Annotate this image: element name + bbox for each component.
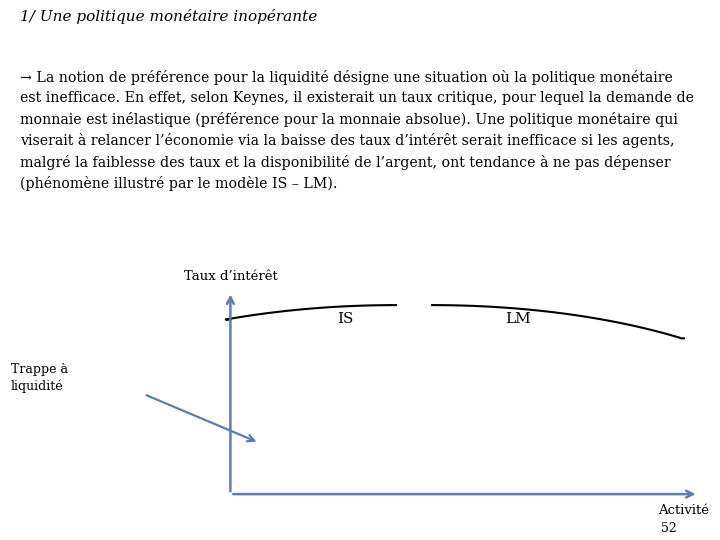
Text: Taux d’intérêt: Taux d’intérêt bbox=[184, 271, 277, 284]
Text: → La notion de préférence pour la liquidité désigne une situation où la politiqu: → La notion de préférence pour la liquid… bbox=[20, 70, 694, 192]
Text: IS: IS bbox=[338, 312, 354, 326]
Text: LM: LM bbox=[505, 312, 531, 326]
Text: 1/ Une politique monétaire inopérante: 1/ Une politique monétaire inopérante bbox=[20, 9, 318, 24]
Text: 52: 52 bbox=[661, 522, 677, 535]
Text: Activité: Activité bbox=[658, 503, 709, 517]
Text: Trappe à
liquidité: Trappe à liquidité bbox=[11, 363, 68, 393]
